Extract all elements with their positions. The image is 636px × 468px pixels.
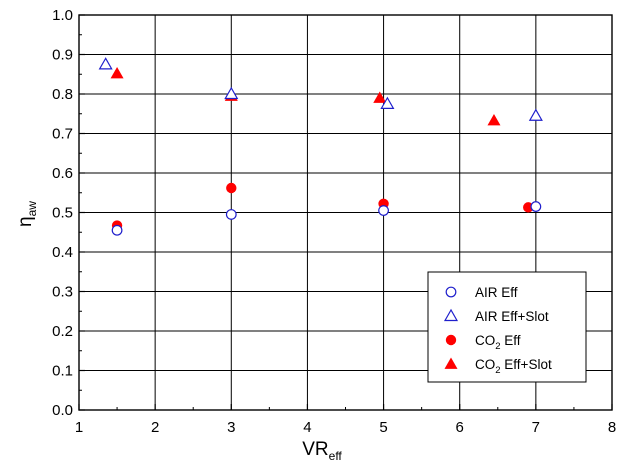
tick-labels: 1 2 3 4 5 6 7 8 0.0 0.1 0.2 0.3 0.4 0.5 0.6 0.7 0.8 0.9 1.…: [52, 7, 616, 436]
data-point-co2-eff-slot: [110, 66, 124, 79]
x-tick-label: 6: [456, 419, 464, 436]
legend-label-main: AIR Eff: [475, 285, 518, 300]
legend-label-air-eff-slot: AIR Eff+Slot: [475, 309, 549, 324]
legend-label-tail: Eff+Slot: [501, 357, 552, 372]
y-tick-label: 1.0: [52, 7, 73, 24]
y-axis-title: ηaw: [15, 201, 39, 227]
y-tick-label: 0.5: [52, 205, 73, 222]
x-tick-label: 3: [227, 419, 235, 436]
x-axis-title-main: VR: [302, 439, 328, 460]
data-point-air-eff-slot: [98, 57, 113, 70]
legend-label-co2-eff: CO2 Eff: [475, 333, 521, 352]
y-tick-label: 0.2: [52, 323, 73, 340]
data-point-air-eff: [378, 205, 389, 216]
data-point-air-eff: [111, 224, 123, 236]
data-markers: [98, 57, 543, 236]
y-axis-title-sub: aw: [25, 201, 39, 217]
data-point-co2-eff-slot: [373, 91, 387, 103]
y-tick-label: 0.7: [52, 126, 73, 143]
data-point-air-eff-slot: [380, 96, 395, 109]
x-tick-label: 4: [303, 419, 311, 436]
legend-marker-co2-eff: [445, 334, 457, 346]
x-axis-title-sub: eff: [329, 449, 343, 463]
y-tick-label: 0.4: [52, 244, 73, 261]
legend-label-sub: 2: [495, 341, 500, 352]
legend-marker-air-eff-slot: [443, 308, 459, 322]
x-tick-label: 1: [75, 419, 83, 436]
data-point-air-eff-slot: [528, 108, 543, 121]
x-tick-label: 2: [151, 419, 159, 436]
legend-label-air-eff: AIR Eff: [475, 285, 518, 300]
legend-label-tail: Eff: [501, 333, 521, 348]
grid: [79, 15, 612, 410]
y-tick-label: 0.9: [52, 47, 73, 64]
y-axis-title-main: η: [15, 216, 36, 227]
y-tick-label: 0.8: [52, 86, 73, 103]
legend-label-main: CO: [475, 333, 495, 348]
data-point-air-eff: [530, 201, 542, 212]
data-point-air-eff: [225, 209, 237, 220]
y-tick-label: 0.0: [52, 402, 73, 419]
legend-marker-air-eff: [445, 286, 457, 298]
x-tick-label: 7: [532, 419, 540, 436]
y-tick-label: 0.3: [52, 284, 73, 301]
y-tick-label: 0.6: [52, 165, 73, 182]
data-point-co2-eff: [226, 182, 237, 194]
data-point-co2-eff-slot: [487, 113, 501, 126]
x-tick-label: 8: [608, 419, 616, 436]
legend-label-main: AIR Eff+Slot: [475, 309, 549, 324]
y-tick-label: 0.1: [52, 363, 73, 380]
legend-label-co2-eff-slot: CO2 Eff+Slot: [475, 357, 552, 376]
legend-label-main: CO: [475, 357, 495, 372]
legend-label-sub: 2: [495, 365, 500, 376]
plot-area-frame: [78, 14, 613, 411]
data-point-air-eff-slot: [224, 86, 239, 100]
x-tick-label: 5: [379, 419, 387, 436]
x-axis-title: VReff: [302, 439, 342, 463]
legend-marker-co2-eff-slot: [444, 357, 458, 369]
